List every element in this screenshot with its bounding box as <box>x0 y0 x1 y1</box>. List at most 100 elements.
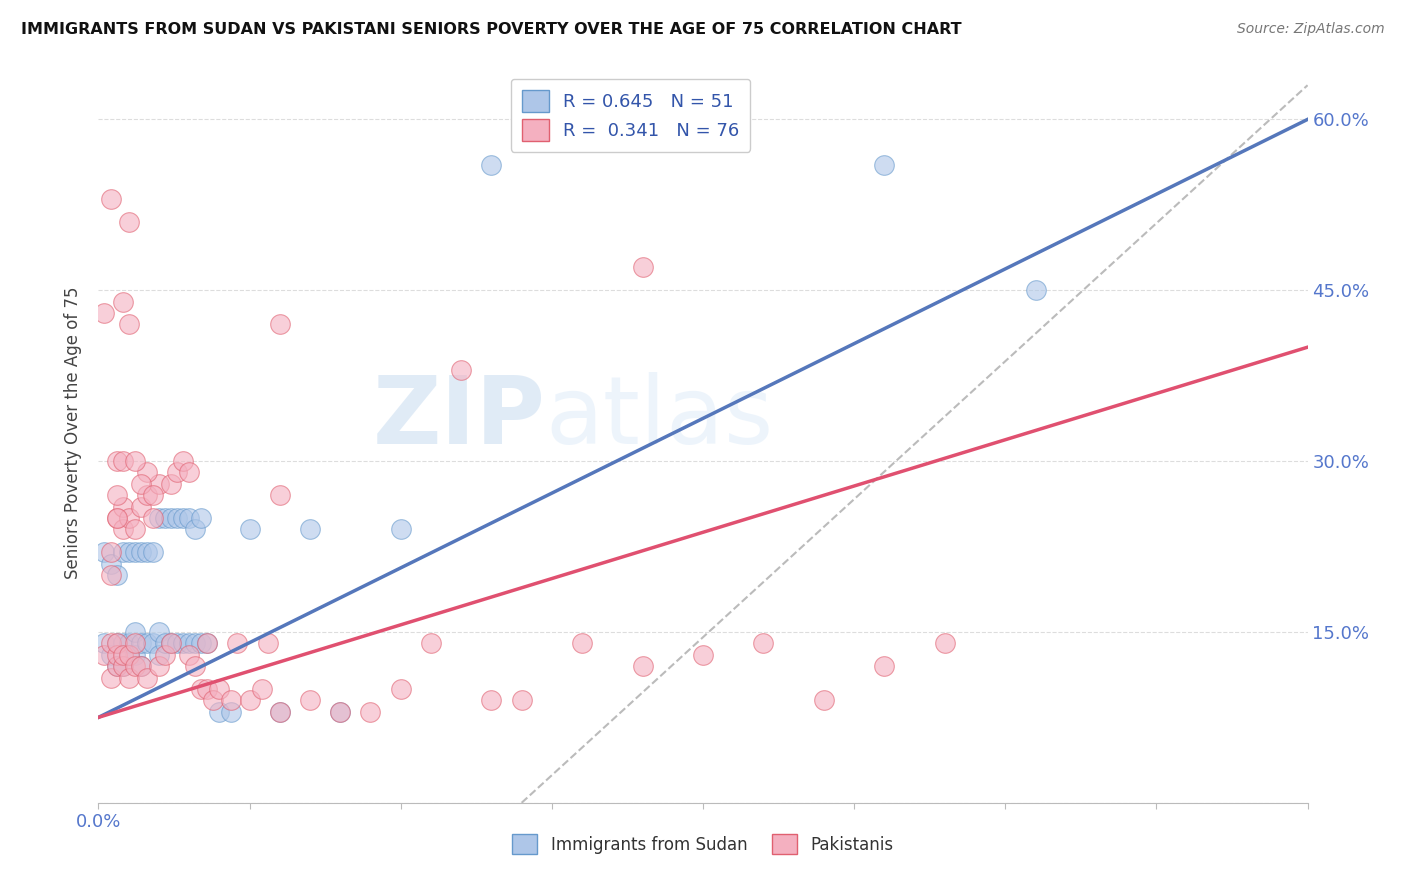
Point <box>124 648 146 662</box>
Point <box>299 693 322 707</box>
Point <box>752 636 775 650</box>
Point <box>129 545 152 559</box>
Point <box>184 636 207 650</box>
Point <box>148 476 170 491</box>
Point <box>148 511 170 525</box>
Point <box>135 466 157 480</box>
Point <box>172 636 194 650</box>
Point <box>93 306 115 320</box>
Point <box>153 648 176 662</box>
Point <box>481 158 503 172</box>
Point <box>631 659 654 673</box>
Point <box>160 476 183 491</box>
Legend: Immigrants from Sudan, Pakistanis: Immigrants from Sudan, Pakistanis <box>506 828 900 861</box>
Point <box>299 523 322 537</box>
Text: IMMIGRANTS FROM SUDAN VS PAKISTANI SENIORS POVERTY OVER THE AGE OF 75 CORRELATIO: IMMIGRANTS FROM SUDAN VS PAKISTANI SENIO… <box>21 22 962 37</box>
Point <box>105 511 128 525</box>
Point <box>105 636 128 650</box>
Point <box>93 545 115 559</box>
Point <box>135 488 157 502</box>
Point <box>105 636 128 650</box>
Point <box>195 681 218 696</box>
Point <box>148 659 170 673</box>
Point <box>111 636 134 650</box>
Point <box>389 523 412 537</box>
Point <box>118 318 141 332</box>
Point <box>450 363 472 377</box>
Point <box>100 568 122 582</box>
Point <box>179 648 201 662</box>
Point <box>124 636 146 650</box>
Point <box>184 523 207 537</box>
Point <box>873 158 896 172</box>
Point <box>195 636 218 650</box>
Point <box>226 636 249 650</box>
Text: Source: ZipAtlas.com: Source: ZipAtlas.com <box>1237 22 1385 37</box>
Point <box>239 693 262 707</box>
Point <box>179 636 201 650</box>
Point <box>100 545 122 559</box>
Point <box>124 454 146 468</box>
Point <box>360 705 382 719</box>
Point <box>160 511 183 525</box>
Point <box>129 500 152 514</box>
Point <box>100 557 122 571</box>
Point <box>118 511 141 525</box>
Text: atlas: atlas <box>546 372 775 464</box>
Point <box>571 636 593 650</box>
Y-axis label: Seniors Poverty Over the Age of 75: Seniors Poverty Over the Age of 75 <box>65 286 83 579</box>
Point <box>202 693 225 707</box>
Point <box>129 659 152 673</box>
Point <box>93 636 115 650</box>
Point <box>124 545 146 559</box>
Point <box>631 260 654 275</box>
Point <box>100 192 122 206</box>
Point <box>105 488 128 502</box>
Point <box>118 545 141 559</box>
Point <box>124 659 146 673</box>
Point <box>93 648 115 662</box>
Point <box>269 705 291 719</box>
Point <box>184 659 207 673</box>
Point <box>269 488 291 502</box>
Point <box>179 466 201 480</box>
Point <box>166 511 188 525</box>
Point <box>111 454 134 468</box>
Point <box>111 648 134 662</box>
Point <box>105 659 128 673</box>
Point <box>1024 283 1046 297</box>
Point <box>135 671 157 685</box>
Point <box>105 648 128 662</box>
Point <box>813 693 835 707</box>
Text: ZIP: ZIP <box>373 372 546 464</box>
Point <box>172 454 194 468</box>
Point <box>124 624 146 639</box>
Point <box>208 681 231 696</box>
Point <box>692 648 714 662</box>
Point <box>142 545 165 559</box>
Point <box>153 511 176 525</box>
Point <box>105 659 128 673</box>
Point <box>118 215 141 229</box>
Point <box>160 636 183 650</box>
Point <box>250 681 273 696</box>
Point <box>100 671 122 685</box>
Point <box>389 681 412 696</box>
Point <box>105 568 128 582</box>
Point <box>111 294 134 309</box>
Point <box>142 636 165 650</box>
Point <box>153 636 176 650</box>
Point <box>129 636 152 650</box>
Point <box>934 636 956 650</box>
Point <box>190 636 212 650</box>
Point <box>481 693 503 707</box>
Point <box>100 636 122 650</box>
Point <box>105 511 128 525</box>
Point <box>142 511 165 525</box>
Point <box>179 511 201 525</box>
Point <box>118 636 141 650</box>
Point <box>105 454 128 468</box>
Point <box>166 466 188 480</box>
Point <box>329 705 352 719</box>
Point <box>100 648 122 662</box>
